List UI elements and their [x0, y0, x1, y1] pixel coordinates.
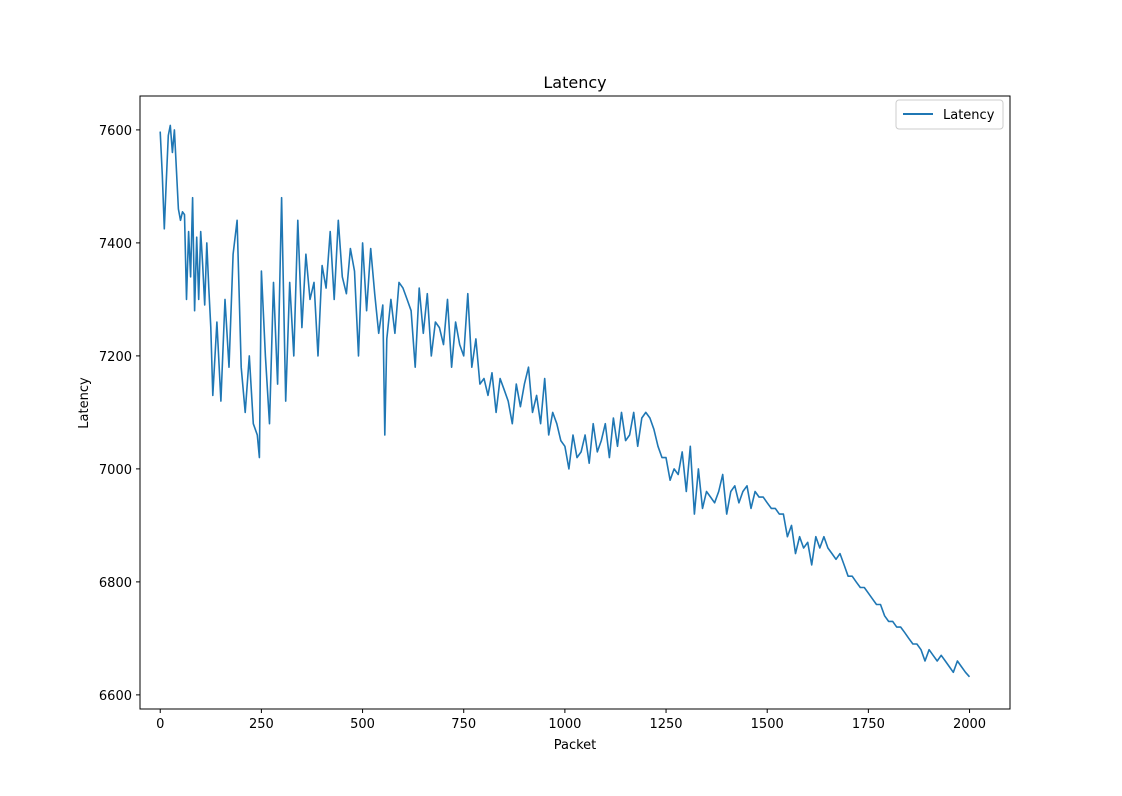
legend: Latency: [895, 99, 1004, 130]
axes: 0 250 500 750 1000 1250 1500 1750 2000 6600 6800 70…: [99, 95, 1011, 732]
x-tick-label: 750: [451, 717, 476, 732]
x-tick-label: 500: [350, 717, 375, 732]
y-tick-label: 7000: [99, 463, 132, 478]
x-tick-label: 1750: [852, 717, 885, 732]
axes-frame: [139, 95, 1011, 710]
chart-title: Latency: [543, 73, 606, 92]
x-tick-label: 250: [249, 717, 274, 732]
x-axis-label: Packet: [554, 738, 597, 753]
x-tick-label: 1000: [548, 717, 581, 732]
legend-box: [895, 99, 1004, 130]
x-tick-label: 0: [156, 717, 164, 732]
x-tick-label: 2000: [953, 717, 986, 732]
x-tick-label: 1250: [649, 717, 682, 732]
y-tick-label: 6600: [99, 689, 132, 704]
y-tick-label: 7200: [99, 350, 132, 365]
legend-entry-label: Latency: [943, 108, 995, 123]
y-tick-label: 7400: [99, 237, 132, 252]
x-tick-label: 1500: [751, 717, 784, 732]
y-tick-label: 7600: [99, 124, 132, 139]
y-axis-label: Latency: [77, 377, 92, 429]
series-line-latency: [159, 124, 971, 678]
y-tick-label: 6800: [99, 576, 132, 591]
plot-area: [159, 124, 971, 678]
